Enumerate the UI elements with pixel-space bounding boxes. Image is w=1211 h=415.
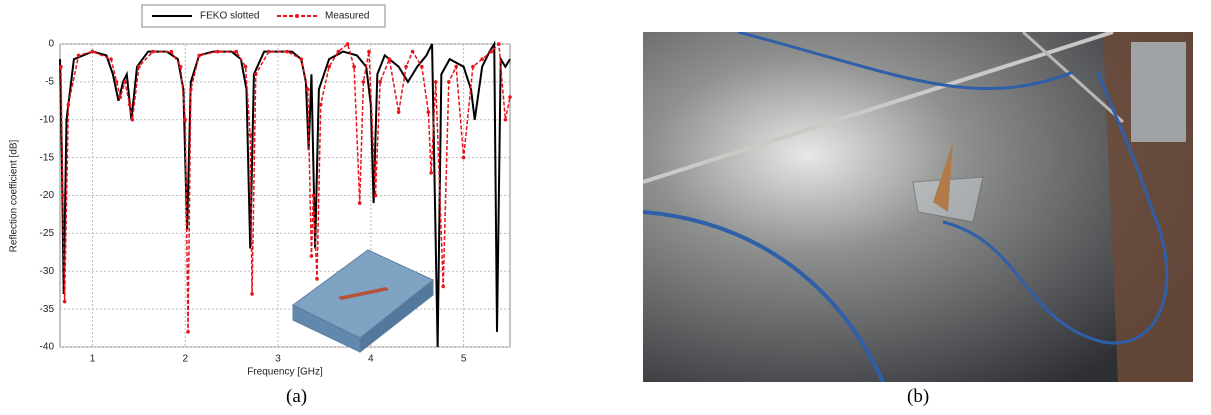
marker bbox=[186, 330, 190, 334]
marker bbox=[115, 80, 119, 84]
legend-marker bbox=[295, 14, 299, 18]
marker bbox=[378, 80, 382, 84]
marker bbox=[77, 54, 81, 58]
marker bbox=[216, 50, 220, 54]
marker bbox=[471, 65, 475, 69]
marker bbox=[250, 292, 254, 296]
x-axis-label: Frequency [GHz] bbox=[247, 367, 323, 378]
x-tick-label: 4 bbox=[368, 354, 374, 365]
marker bbox=[179, 65, 183, 69]
marker bbox=[151, 50, 155, 54]
marker bbox=[397, 110, 401, 114]
y-tick-label: -35 bbox=[40, 304, 55, 315]
marker bbox=[119, 95, 123, 99]
marker bbox=[131, 118, 135, 122]
marker bbox=[362, 80, 366, 84]
marker bbox=[197, 54, 201, 58]
marker bbox=[319, 103, 323, 107]
marker bbox=[337, 50, 341, 54]
x-tick-label: 1 bbox=[90, 354, 96, 365]
marker bbox=[189, 88, 193, 92]
marker bbox=[248, 133, 252, 137]
marker bbox=[306, 88, 310, 92]
marker bbox=[420, 65, 424, 69]
marker bbox=[170, 50, 174, 54]
y-tick-label: -5 bbox=[45, 77, 54, 88]
marker bbox=[462, 156, 466, 160]
x-tick-label: 5 bbox=[461, 354, 467, 365]
marker bbox=[404, 65, 408, 69]
marker bbox=[411, 50, 415, 54]
photo bbox=[643, 32, 1193, 382]
marker bbox=[234, 50, 238, 54]
marker bbox=[267, 50, 271, 54]
marker bbox=[447, 80, 451, 84]
marker bbox=[315, 277, 319, 281]
marker bbox=[358, 201, 362, 205]
marker bbox=[352, 65, 356, 69]
marker bbox=[508, 95, 512, 99]
y-tick-label: -20 bbox=[40, 190, 55, 201]
y-tick-label: -15 bbox=[40, 152, 55, 163]
marker bbox=[490, 50, 494, 54]
marker bbox=[244, 65, 248, 69]
marker bbox=[63, 300, 67, 304]
marker bbox=[67, 103, 71, 107]
marker bbox=[367, 50, 371, 54]
chart: Reflection coefficient [dB] Frequency [G… bbox=[0, 0, 520, 385]
y-tick-label: -10 bbox=[40, 114, 55, 125]
marker bbox=[61, 194, 65, 198]
marker bbox=[374, 194, 378, 198]
caption: (a) bbox=[286, 386, 307, 408]
marker bbox=[123, 80, 127, 84]
y-tick-label: 0 bbox=[48, 39, 54, 50]
x-tick-label: 2 bbox=[182, 354, 188, 365]
marker bbox=[59, 65, 63, 69]
marker bbox=[346, 42, 350, 46]
marker bbox=[310, 254, 314, 258]
y-axis-label: Reflection coefficient [dB] bbox=[9, 139, 20, 252]
marker bbox=[109, 57, 113, 61]
y-tick-label: -25 bbox=[40, 228, 55, 239]
marker bbox=[497, 42, 501, 46]
marker bbox=[388, 57, 392, 61]
marker bbox=[311, 194, 315, 198]
marker bbox=[128, 103, 132, 107]
marker bbox=[429, 171, 433, 175]
x-tick-label: 3 bbox=[275, 354, 281, 365]
marker bbox=[183, 118, 187, 122]
marker bbox=[427, 110, 431, 114]
legend-label: Measured bbox=[325, 11, 369, 22]
marker bbox=[254, 73, 258, 77]
y-tick-label: -40 bbox=[40, 342, 55, 353]
marker bbox=[137, 65, 141, 69]
marker bbox=[327, 65, 331, 69]
marker bbox=[441, 285, 445, 289]
y-tick-label: -30 bbox=[40, 266, 55, 277]
marker bbox=[434, 80, 438, 84]
marker bbox=[91, 50, 95, 54]
marker bbox=[480, 57, 484, 61]
figure: Reflection coefficient [dB] Frequency [G… bbox=[0, 0, 1211, 415]
legend-label: FEKO slotted bbox=[200, 11, 259, 22]
marker bbox=[299, 57, 303, 61]
marker bbox=[504, 118, 508, 122]
marker bbox=[286, 50, 290, 54]
marker bbox=[454, 65, 458, 69]
caption: (b) bbox=[907, 386, 929, 408]
